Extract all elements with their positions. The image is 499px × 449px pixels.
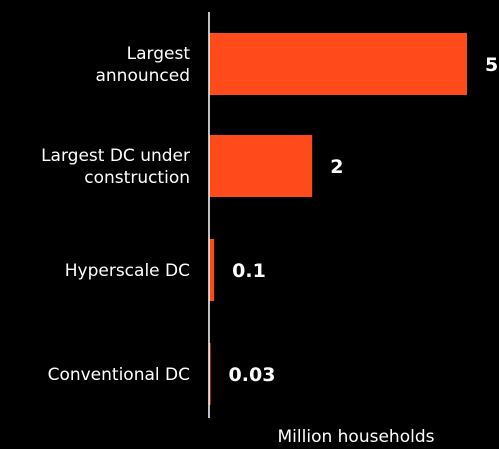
x-axis-title: Million households: [278, 427, 435, 447]
category-label-3: Conventional DC: [48, 365, 190, 385]
value-label-3: 0.03: [229, 364, 276, 386]
category-label-1: Largest DC under construction: [41, 146, 190, 188]
value-label-0: 5: [485, 54, 498, 76]
category-label-2: Hyperscale DC: [65, 261, 190, 281]
value-label-2: 0.1: [232, 260, 266, 282]
bar-2: [209, 239, 215, 301]
category-label-0: Largest announced: [95, 44, 190, 86]
bar-3: [209, 343, 211, 405]
value-label-1: 2: [330, 156, 343, 178]
bar-0: [209, 33, 467, 95]
bar-1: [209, 135, 313, 197]
